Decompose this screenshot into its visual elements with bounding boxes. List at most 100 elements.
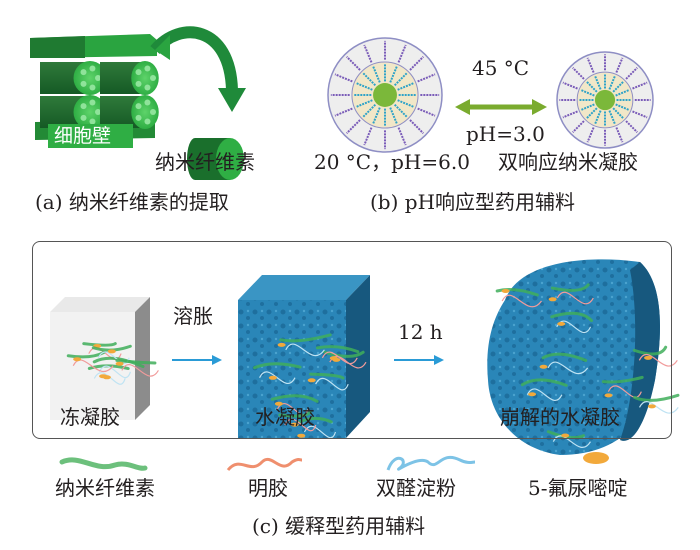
outer-chain — [586, 127, 595, 143]
outer-chain — [334, 107, 353, 117]
nanocellulose-fiber — [633, 393, 680, 402]
fluorouracil-legend-icon — [583, 452, 609, 464]
microfibril — [144, 99, 151, 106]
outer-chain — [632, 81, 648, 90]
gelatin-chain — [121, 364, 159, 377]
outer-chain — [625, 120, 638, 133]
outer-chain — [409, 119, 424, 134]
microfibril — [89, 99, 96, 106]
nanogel-center — [594, 89, 616, 111]
nanogel-center — [373, 83, 397, 107]
dialdehyde-starch-legend-icon — [386, 456, 476, 471]
fluorouracil-particle — [539, 364, 548, 369]
outer-chain — [625, 67, 638, 80]
microfibril — [135, 69, 142, 76]
fluorouracil-particle — [644, 355, 653, 360]
inner-chain — [608, 110, 617, 125]
outer-chain — [346, 56, 361, 71]
nanocellulose-fiber — [495, 288, 539, 297]
fiber-bundle-face — [73, 61, 107, 95]
fluorouracil-particle — [557, 321, 566, 326]
fluorouracil-particle — [604, 393, 613, 398]
nanocellulose-fiber — [323, 350, 365, 358]
microfibril — [144, 84, 151, 91]
inner-chain — [608, 75, 617, 90]
outer-chain — [562, 81, 578, 90]
microfibril — [144, 65, 151, 72]
temperature-label: 45 °C — [472, 56, 530, 80]
fluorouracil-particle — [277, 342, 286, 347]
ph-label: pH=3.0 — [466, 122, 545, 146]
caption-b: (b) pH响应型药用辅料 — [370, 190, 576, 214]
curved-arrow-icon — [150, 26, 246, 112]
microfibril — [135, 114, 142, 121]
outer-chain — [334, 73, 353, 83]
inner-chain — [585, 107, 598, 120]
microfibril — [89, 84, 96, 91]
fluorouracil-particle — [274, 401, 283, 406]
fluorouracil-particle — [561, 433, 570, 438]
nanocellulose-label: 纳米纤维素 — [155, 150, 255, 174]
outer-chain — [615, 57, 624, 73]
caption-a: (a) 纳米纤维素的提取 — [35, 190, 229, 214]
initial-condition-label: 20 °C，pH=6.0 — [314, 150, 470, 174]
time-label: 12 h — [398, 320, 443, 344]
outer-chain — [632, 110, 648, 119]
gelatin-chain — [501, 294, 542, 308]
outer-chain — [417, 107, 436, 117]
fluorouracil-particle — [647, 404, 656, 409]
panel-c-frame — [32, 241, 672, 439]
microfibril — [135, 103, 142, 110]
outer-chain — [586, 57, 595, 73]
inner-chain — [612, 80, 625, 93]
stage-disintegrated: 崩解的水凝胶 — [500, 405, 620, 429]
starch-chain — [547, 361, 589, 375]
outer-chain — [363, 44, 373, 63]
starch-chain — [259, 371, 296, 385]
gelatin-chain — [72, 359, 114, 373]
cell-wall-label: 细胞壁 — [54, 125, 112, 147]
inner-chain — [580, 103, 595, 112]
inner-chain — [615, 88, 630, 97]
legend-fluorouracil: 5-氟尿嘧啶 — [528, 476, 628, 500]
nanocellulose-fiber — [601, 375, 644, 384]
fluorouracil-particle — [268, 375, 277, 380]
starch-chain — [303, 425, 337, 439]
nanocellulose-fiber — [92, 356, 145, 369]
fluorouracil-particle — [307, 378, 316, 383]
gelatin-chain — [284, 418, 317, 432]
stage-hydrogel: 水凝胶 — [255, 405, 315, 429]
nanocellulose-fiber — [546, 430, 586, 440]
microfibril — [80, 103, 87, 110]
inner-chain — [585, 80, 598, 93]
fluorouracil-particle — [115, 361, 124, 366]
legend-nanocellulose: 纳米纤维素 — [55, 476, 155, 500]
cell-wall-illustration — [30, 34, 159, 148]
microfibril — [150, 109, 156, 115]
nanocellulose-fiber — [115, 358, 157, 365]
microfibril — [144, 118, 151, 125]
nanocellulose-fiber — [253, 362, 302, 370]
nanogel-label: 双响应纳米凝胶 — [498, 150, 638, 174]
starch-chain — [526, 388, 563, 402]
inner-chain — [593, 110, 602, 125]
outer-chain — [346, 119, 361, 134]
microfibril — [95, 75, 101, 81]
gelatin-legend-icon — [226, 458, 303, 472]
nanocellulose-fiber — [82, 342, 117, 347]
inner-chain — [580, 88, 595, 97]
swelling-label: 溶胀 — [173, 304, 213, 328]
starch-chain — [638, 401, 679, 414]
nanocellulose-fiber — [315, 345, 360, 354]
fluorouracil-particle — [528, 392, 537, 397]
starch-chain — [285, 343, 325, 357]
microfibril — [89, 65, 96, 72]
fluorouracil-particle — [107, 349, 116, 354]
outer-chain — [572, 120, 585, 133]
nanogel-responsive — [556, 51, 654, 149]
caption-c: (c) 缓释型药用辅料 — [252, 514, 426, 538]
nanocellulose-fiber — [278, 410, 312, 418]
nanocellulose-fiber — [297, 416, 333, 424]
